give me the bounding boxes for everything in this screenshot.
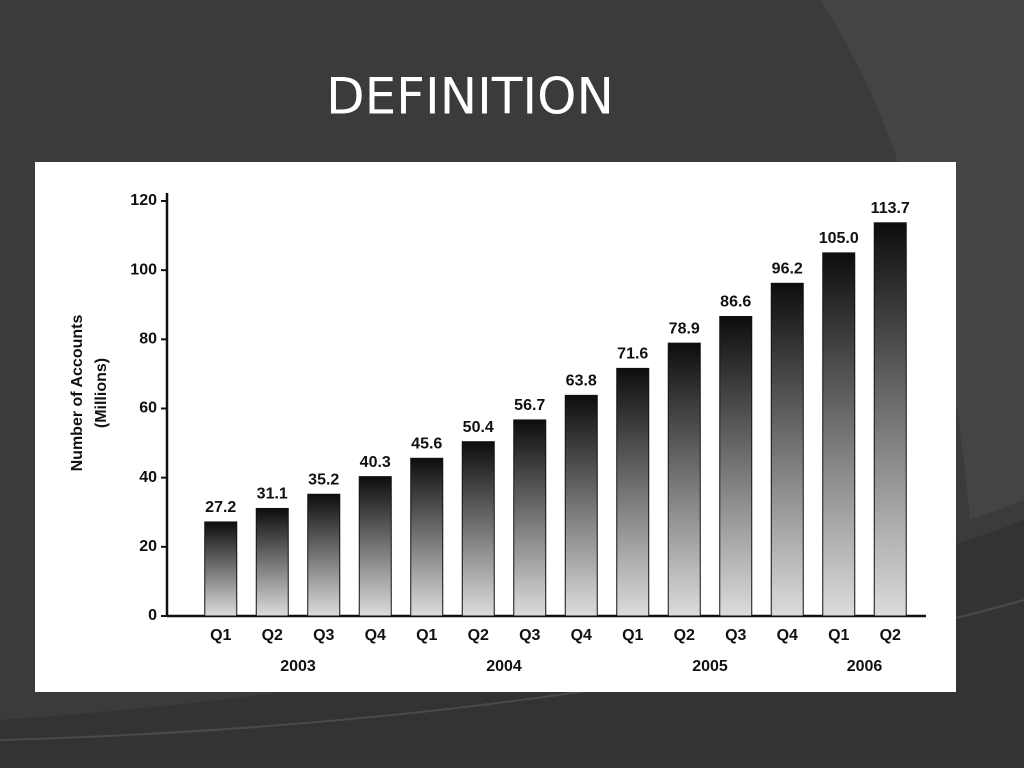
value-label: 40.3: [360, 454, 391, 471]
group-label: 2003: [280, 658, 316, 675]
value-label: 86.6: [720, 294, 751, 311]
y-tick-label: 120: [130, 192, 157, 209]
bar: [255, 507, 289, 617]
bar: [204, 521, 238, 617]
bar: [719, 316, 753, 617]
x-tick-label: Q1: [828, 627, 849, 644]
x-tick-label: Q4: [777, 627, 798, 644]
value-label: 45.6: [411, 436, 442, 453]
x-tick-label: Q4: [365, 627, 386, 644]
y-axis-label: (Millions): [93, 358, 110, 428]
x-tick-label: Q2: [468, 627, 489, 644]
x-tick-label: Q3: [519, 627, 540, 644]
value-label: 35.2: [308, 471, 339, 488]
bar: [822, 252, 856, 617]
value-label: 78.9: [669, 320, 700, 337]
x-tick-label: Q3: [313, 627, 334, 644]
bar: [513, 419, 547, 617]
y-axis-label: Number of Accounts: [69, 315, 86, 472]
bar: [358, 476, 392, 617]
y-tick-label: 0: [148, 607, 157, 624]
bar: [667, 342, 701, 617]
value-label: 96.2: [772, 261, 803, 278]
group-label: 2004: [486, 658, 522, 675]
x-tick-label: Q1: [622, 627, 643, 644]
group-label: 2005: [692, 658, 728, 675]
x-tick-label: Q4: [571, 627, 592, 644]
x-tick-label: Q1: [210, 627, 231, 644]
y-tick-label: 20: [139, 538, 157, 555]
x-tick-label: Q3: [725, 627, 746, 644]
bar: [770, 282, 804, 617]
x-tick-label: Q2: [880, 627, 901, 644]
bar: [307, 493, 341, 617]
value-label: 105.0: [819, 230, 859, 247]
decor-curve: [0, 520, 1024, 768]
value-label: 63.8: [566, 373, 597, 390]
x-tick-label: Q1: [416, 627, 437, 644]
group-label: 2006: [847, 658, 883, 675]
x-tick-label: Q2: [674, 627, 695, 644]
bar: [410, 457, 444, 617]
value-label: 113.7: [871, 200, 910, 217]
bar: [461, 441, 495, 617]
chart: 0 20 40 60 80 100 120 Number of Accounts (Millio…: [69, 192, 926, 675]
bar: [873, 222, 907, 617]
y-tick-label: 40: [139, 469, 157, 486]
value-label: 71.6: [617, 346, 648, 363]
bar: [564, 394, 598, 617]
decor-curve: [820, 0, 1024, 520]
y-tick-label: 100: [130, 261, 157, 278]
slide-title: DEFINITION: [326, 68, 614, 126]
y-tick-label: 80: [139, 331, 157, 348]
value-label: 27.2: [205, 499, 236, 516]
value-label: 56.7: [514, 397, 545, 414]
y-tick-label: 60: [139, 400, 157, 417]
bar: [616, 367, 650, 617]
value-label: 31.1: [257, 486, 288, 503]
value-label: 50.4: [463, 419, 494, 436]
x-tick-label: Q2: [262, 627, 283, 644]
